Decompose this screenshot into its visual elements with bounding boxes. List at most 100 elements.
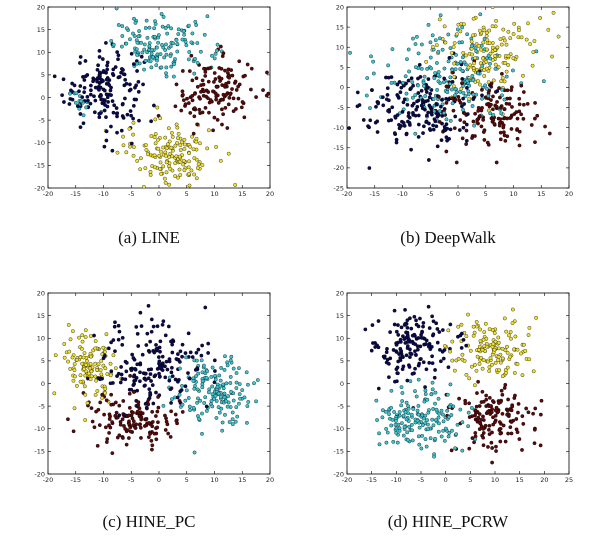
data-point-series-3 (78, 373, 83, 378)
data-point-series-3 (205, 146, 210, 151)
data-point-series-1 (426, 410, 431, 415)
data-point-series-3 (442, 24, 447, 29)
data-point-series-0 (427, 121, 431, 126)
data-point-series-3 (163, 135, 168, 140)
data-point-series-1 (433, 436, 437, 441)
data-point-series-1 (471, 92, 476, 97)
plot-frame (346, 292, 570, 475)
data-point-series-1 (225, 404, 230, 409)
data-point-series-3 (509, 336, 513, 341)
data-point-series-3 (103, 349, 107, 354)
data-point-series-0 (434, 101, 439, 106)
data-point-series-1 (230, 422, 235, 427)
y-tick-label: -10 (333, 425, 344, 433)
data-point-series-0 (120, 102, 125, 107)
data-point-series-0 (480, 93, 484, 98)
data-point-series-1 (196, 371, 201, 376)
data-point-series-2 (503, 382, 508, 387)
data-point-series-1 (440, 47, 445, 52)
data-point-series-2 (168, 435, 173, 439)
data-point-series-2 (519, 112, 524, 117)
data-point-series-1 (502, 97, 507, 102)
data-point-series-3 (75, 383, 79, 388)
data-point-series-3 (512, 371, 517, 375)
data-point-series-1 (164, 71, 168, 76)
data-point-series-2 (231, 96, 236, 101)
data-point-series-3 (173, 143, 178, 148)
data-point-series-1 (430, 417, 435, 422)
data-point-series-2 (190, 93, 195, 98)
x-tick-label: -20 (342, 190, 353, 198)
data-point-series-1 (404, 417, 409, 422)
data-point-series-0 (213, 369, 217, 373)
scatter-panel-line: -20 -15 -10 -5 0 5 10 15 20 -20 -15 -10 -5 0 5 10 15 20 (… (0, 0, 299, 270)
data-point-series-0 (111, 338, 116, 342)
data-point-series-3 (108, 373, 113, 378)
data-point-series-0 (113, 65, 118, 69)
data-point-series-3 (127, 126, 132, 131)
y-tick-label: 0 (41, 380, 45, 388)
data-point-series-0 (117, 329, 122, 334)
data-point-series-0 (95, 76, 100, 80)
data-point-series-0 (102, 88, 107, 93)
data-point-series-3 (481, 40, 486, 45)
data-point-series-0 (410, 103, 415, 108)
data-point-series-1 (237, 392, 242, 396)
data-point-series-1 (184, 355, 188, 360)
data-point-series-2 (229, 68, 234, 72)
data-point-series-2 (131, 390, 136, 394)
data-point-series-0 (180, 342, 185, 347)
data-point-series-0 (166, 324, 171, 329)
data-point-series-0 (178, 389, 183, 394)
data-point-series-3 (93, 361, 98, 366)
data-point-series-1 (168, 54, 173, 58)
data-point-series-0 (419, 103, 424, 108)
data-point-series-3 (500, 346, 505, 351)
data-point-series-0 (67, 102, 72, 106)
data-point-series-2 (249, 87, 253, 92)
data-point-series-1 (422, 74, 427, 79)
data-point-series-2 (492, 122, 497, 126)
data-point-series-3 (128, 144, 132, 149)
data-point-series-3 (93, 339, 98, 343)
data-point-series-1 (480, 96, 484, 101)
data-point-series-2 (514, 427, 519, 432)
data-point-series-0 (138, 310, 143, 315)
data-point-series-0 (133, 366, 137, 371)
data-point-series-0 (186, 331, 191, 336)
data-point-series-0 (111, 110, 116, 115)
data-point-series-2 (155, 409, 160, 414)
data-point-series-3 (178, 143, 183, 148)
data-point-series-1 (389, 81, 394, 85)
data-point-series-0 (112, 324, 117, 329)
data-point-series-0 (148, 392, 153, 397)
data-point-series-1 (163, 48, 168, 52)
x-tick-label: -10 (397, 190, 408, 198)
data-point-series-3 (163, 176, 167, 181)
data-point-series-0 (136, 344, 141, 348)
data-point-series-2 (183, 102, 188, 107)
data-point-series-3 (93, 393, 98, 397)
data-point-series-3 (153, 165, 157, 170)
data-point-series-3 (490, 362, 494, 367)
data-point-series-1 (416, 404, 421, 408)
data-point-series-0 (175, 352, 180, 357)
data-point-series-1 (214, 416, 219, 420)
data-point-series-0 (178, 349, 183, 354)
data-point-series-3 (88, 334, 93, 338)
data-point-series-3 (67, 349, 72, 354)
data-point-series-0 (415, 344, 420, 349)
data-point-series-1 (423, 392, 428, 396)
data-point-series-0 (399, 85, 404, 90)
data-point-series-0 (156, 355, 161, 359)
data-point-series-1 (430, 387, 435, 392)
data-point-series-2 (173, 412, 178, 417)
data-point-series-1 (120, 24, 125, 28)
data-point-series-1 (436, 73, 441, 77)
data-point-series-3 (52, 391, 57, 396)
data-point-series-0 (105, 60, 110, 65)
data-point-series-3 (152, 135, 157, 140)
data-point-series-0 (158, 339, 163, 344)
data-point-series-1 (186, 57, 191, 62)
data-point-series-1 (152, 34, 157, 39)
